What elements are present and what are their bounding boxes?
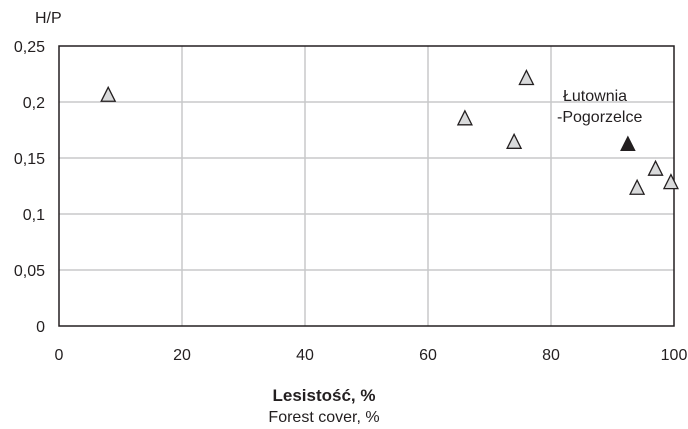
data-point — [647, 159, 664, 176]
data-point — [456, 109, 473, 126]
x-tick-label: 60 — [419, 347, 437, 364]
x-tick-label: 100 — [661, 347, 688, 364]
x-tick-label: 80 — [542, 347, 560, 364]
x-tick-label: 40 — [296, 347, 314, 364]
x-tick-label: 20 — [173, 347, 191, 364]
y-tick-label: 0 — [36, 319, 45, 336]
x-axis-label: Lesistość, % — [273, 386, 376, 405]
y-axis-label: H/P — [35, 10, 62, 27]
y-tick-label: 0,1 — [23, 207, 45, 224]
y-tick-label: 0,2 — [23, 95, 45, 112]
data-point — [100, 85, 117, 102]
data-point — [518, 69, 535, 86]
data-point — [662, 173, 679, 190]
y-tick-labels: 0 0,05 0,1 0,15 0,2 0,25 — [14, 39, 45, 336]
data-point — [629, 178, 646, 195]
data-point — [506, 132, 523, 149]
y-tick-label: 0,15 — [14, 151, 45, 168]
data-points — [100, 69, 679, 195]
x-tick-label: 0 — [55, 347, 64, 364]
y-tick-label: 0,05 — [14, 263, 45, 280]
grid-lines — [59, 46, 674, 326]
x-tick-labels: 0 20 40 60 80 100 — [55, 347, 688, 364]
annotation-line-1: Łutownia — [563, 88, 627, 105]
x-axis-label-english: Forest cover, % — [268, 409, 379, 426]
annotation-line-2: -Pogorzelce — [557, 109, 642, 126]
highlighted-data-point — [620, 135, 636, 152]
y-tick-label: 0,25 — [14, 39, 45, 56]
